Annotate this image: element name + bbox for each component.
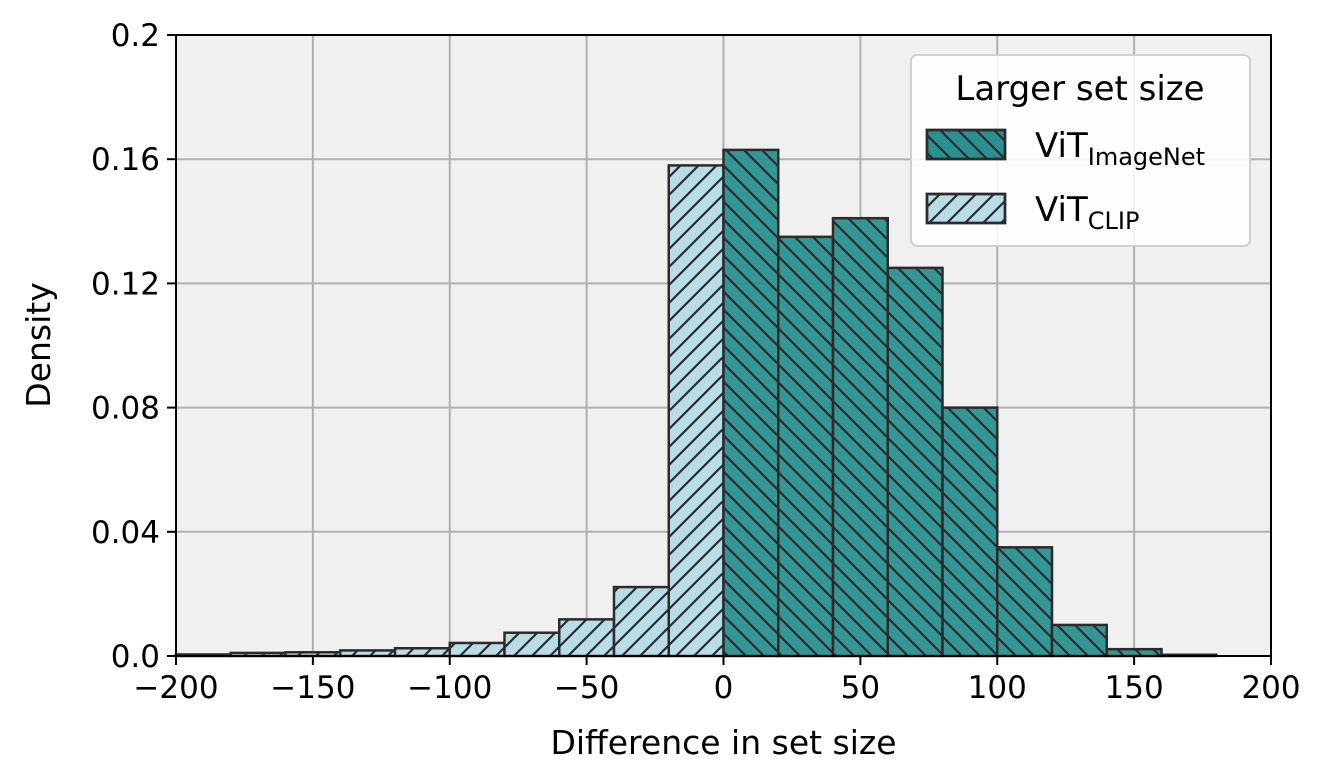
x-axis-label: Difference in set size: [550, 723, 896, 762]
x-tick-label: 150: [1105, 670, 1164, 706]
bar-imagenet: [886, 266, 944, 658]
legend-title: Larger set size: [955, 69, 1204, 109]
bar-imagenet: [996, 546, 1054, 658]
legend-entry-imagenet: ViTImageNet: [925, 126, 1205, 171]
legend-swatch-hatch-imagenet: [925, 128, 1007, 161]
bar-imagenet: [831, 216, 889, 658]
x-tick-label: −150: [270, 670, 355, 706]
x-tick-label: −50: [554, 670, 619, 706]
bar-imagenet: [941, 406, 999, 658]
x-axis-ticks: −200 −150 −100 −50 0 50 100 150 200: [133, 656, 1301, 706]
legend: Larger set size ViTImageNet ViTCLIP: [910, 54, 1251, 247]
bars-group: [174, 148, 1218, 658]
bar-clip: [503, 631, 561, 658]
y-tick-label: 0.16: [91, 142, 160, 178]
bar-clip: [667, 164, 725, 658]
x-tick-label: 100: [968, 670, 1027, 706]
y-tick-label: 0.04: [91, 515, 160, 551]
x-tick-label: −100: [407, 670, 492, 706]
bar-imagenet: [1050, 623, 1108, 658]
legend-entry-clip: ViTCLIP: [925, 190, 1139, 235]
x-tick-label: 50: [841, 670, 880, 706]
x-tick-label: 200: [1241, 670, 1300, 706]
x-tick-label: 0: [714, 670, 734, 706]
y-axis-ticks: 0.0 0.04 0.08 0.12 0.16 0.2: [91, 18, 176, 675]
legend-label-imagenet-subscript: ImageNet: [1088, 143, 1205, 171]
legend-label-imagenet: ViTImageNet: [1035, 126, 1205, 171]
bar-imagenet: [777, 235, 835, 658]
y-tick-label: 0.08: [91, 391, 160, 427]
bar-imagenet: [722, 148, 780, 658]
legend-label-clip: ViTCLIP: [1035, 190, 1139, 235]
legend-label-clip-main: ViT: [1035, 190, 1088, 230]
legend-swatch-hatch-clip: [925, 192, 1007, 225]
y-tick-label: 0.2: [111, 18, 160, 54]
legend-label-imagenet-main: ViT: [1035, 126, 1088, 166]
x-tick-label: −200: [133, 670, 218, 706]
y-tick-label: 0.0: [111, 639, 160, 675]
y-axis-label: Density: [19, 282, 58, 407]
bar-clip: [448, 641, 506, 658]
bar-clip: [612, 585, 670, 658]
bar-clip: [393, 646, 451, 658]
legend-label-clip-subscript: CLIP: [1088, 207, 1140, 235]
bar-imagenet: [1105, 647, 1163, 658]
y-tick-label: 0.12: [91, 266, 160, 302]
bar-clip: [558, 618, 616, 658]
